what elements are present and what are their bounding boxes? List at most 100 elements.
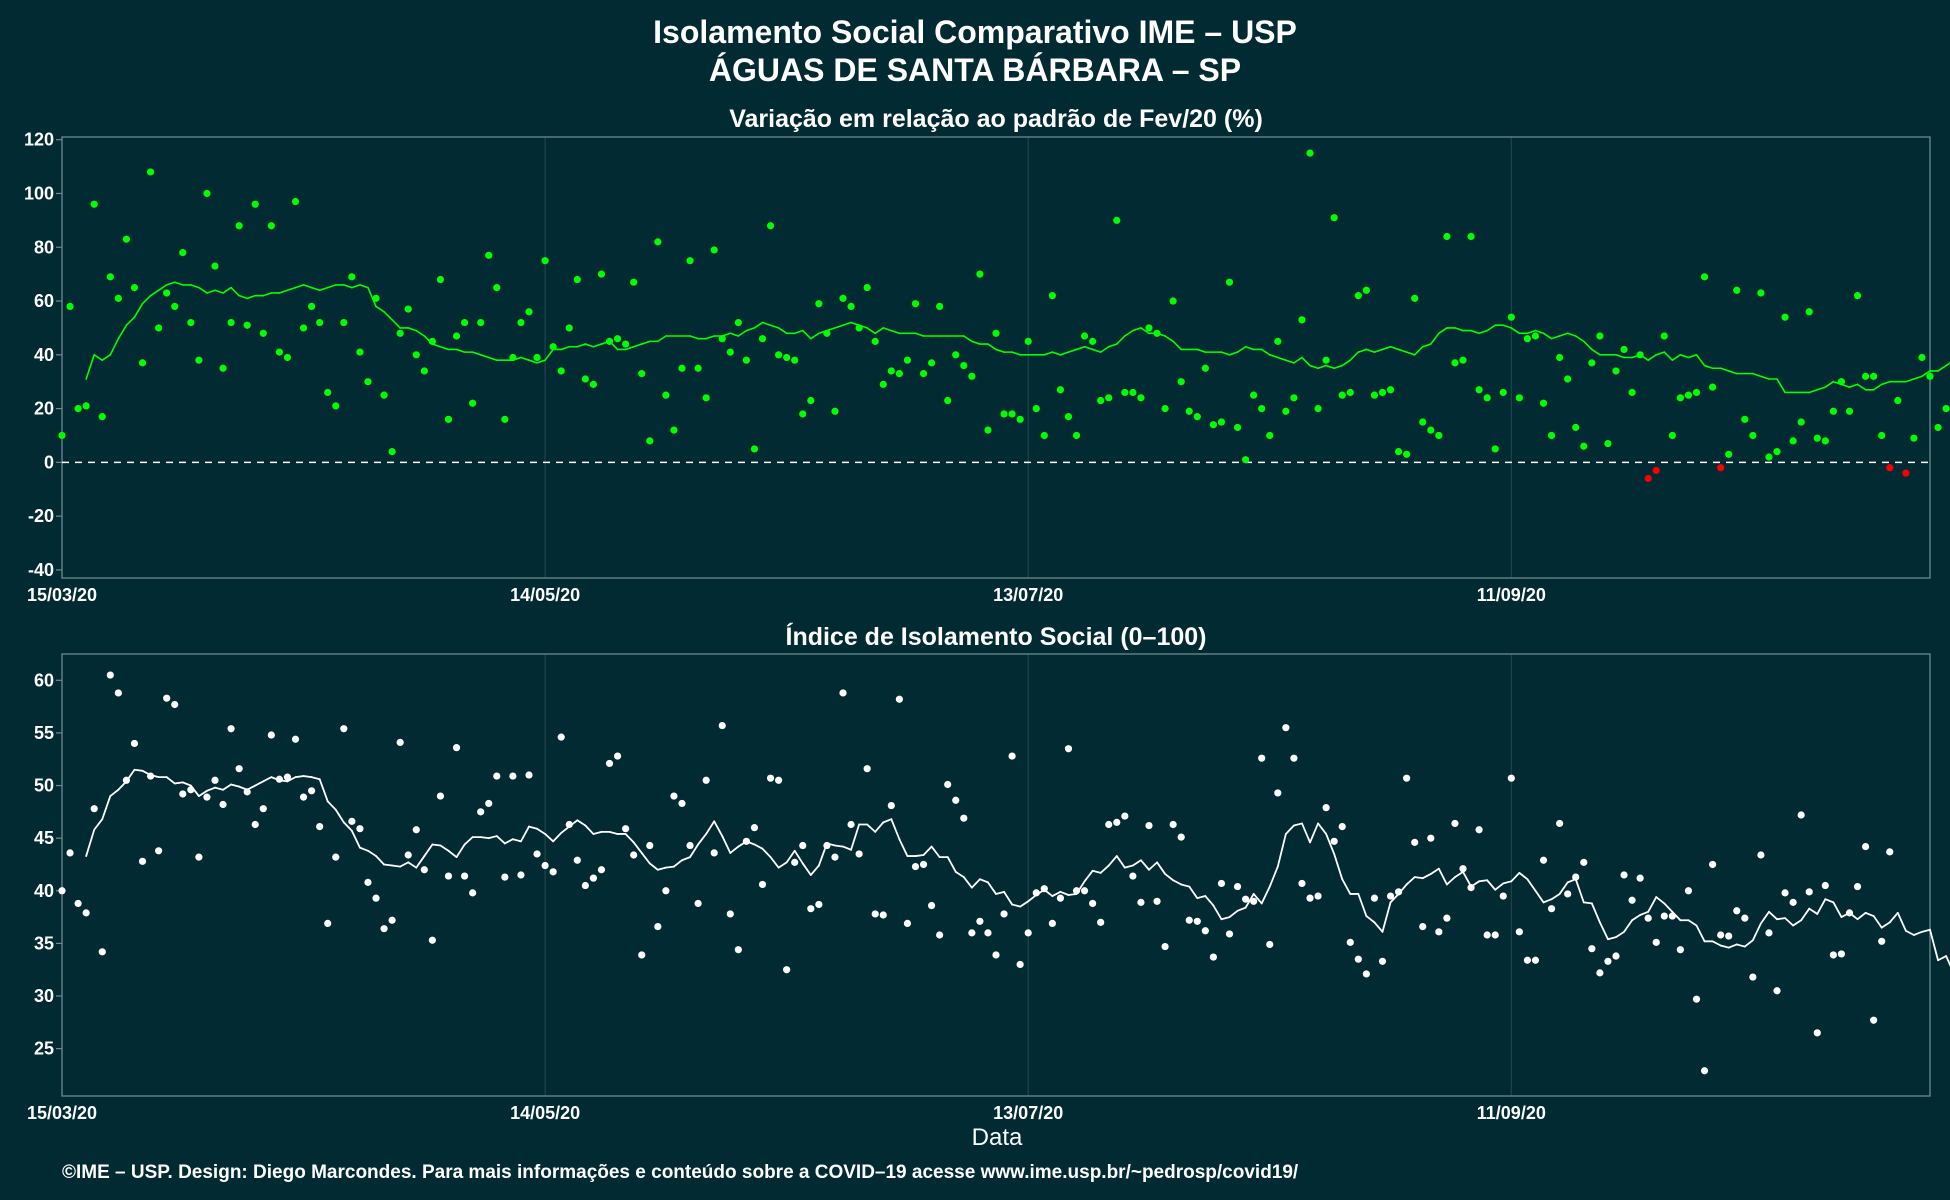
- data-point: [1201, 364, 1209, 372]
- moving-average-segment: [552, 832, 563, 843]
- moving-average-segment: [1663, 351, 1674, 361]
- data-point: [1700, 273, 1709, 281]
- data-point: [1676, 946, 1684, 954]
- moving-average-segment: [1945, 955, 1950, 967]
- y-tick-label: 25: [34, 1039, 54, 1059]
- data-point: [1628, 896, 1636, 904]
- data-point: [903, 356, 912, 364]
- data-point: [171, 700, 179, 709]
- data-point: [549, 343, 557, 351]
- data-point: [911, 300, 920, 308]
- data-point: [428, 936, 436, 944]
- data-point: [895, 370, 903, 378]
- data-point: [1870, 1016, 1878, 1024]
- data-point: [436, 275, 445, 284]
- data-point: [960, 361, 968, 370]
- moving-average-segment: [1647, 896, 1658, 913]
- moving-average-segment: [995, 348, 1005, 353]
- data-point: [1797, 811, 1805, 819]
- moving-average-segment: [1365, 915, 1376, 924]
- data-point: [1725, 450, 1733, 458]
- data-point: [1660, 912, 1668, 920]
- moving-average-segment: [1196, 895, 1207, 900]
- data-point: [332, 853, 340, 861]
- data-point: [1153, 329, 1161, 337]
- moving-average-segment: [1349, 351, 1360, 361]
- data-point: [243, 788, 251, 796]
- moving-average-segment: [1019, 900, 1030, 908]
- data-point: [90, 200, 98, 208]
- moving-average-segment: [1083, 345, 1094, 351]
- moving-average-segment: [769, 856, 780, 869]
- data-point: [1821, 437, 1829, 445]
- moving-average-segment: [1148, 861, 1158, 871]
- variation-panel: Variação em relação ao padrão de Fev/20 …: [24, 105, 1950, 605]
- data-point: [469, 399, 477, 407]
- moving-average-segment: [866, 823, 877, 833]
- data-point: [903, 919, 912, 928]
- data-point: [1676, 394, 1684, 402]
- data-point: [960, 814, 968, 822]
- data-point: [501, 415, 509, 423]
- data-point: [380, 391, 388, 399]
- data-point: [1233, 423, 1242, 432]
- data-point: [839, 689, 847, 697]
- moving-average-segment: [326, 284, 337, 289]
- data-point: [630, 851, 638, 859]
- data-point: [235, 222, 243, 230]
- data-point: [750, 445, 759, 453]
- data-point: [404, 305, 412, 313]
- moving-average-segment: [415, 329, 426, 337]
- data-point: [549, 868, 557, 876]
- data-point: [1596, 969, 1604, 977]
- data-point: [1048, 919, 1056, 928]
- moving-average-segment: [528, 359, 538, 364]
- data-point: [1113, 216, 1121, 224]
- data-point: [1507, 313, 1515, 321]
- data-point: [1725, 932, 1733, 940]
- data-point: [807, 396, 815, 405]
- data-point: [460, 318, 469, 327]
- data-point: [702, 776, 710, 784]
- panel-title: Índice de Isolamento Social (0–100): [786, 622, 1207, 651]
- data-point: [638, 370, 646, 378]
- moving-average-segment: [1172, 340, 1182, 351]
- x-tick-label: 15/03/20: [27, 585, 97, 605]
- data-point: [952, 351, 960, 359]
- data-point: [1636, 351, 1644, 359]
- moving-average-segment: [133, 302, 144, 318]
- data-point: [1483, 931, 1491, 939]
- x-tick-label: 15/03/20: [27, 1103, 97, 1123]
- data-point: [308, 302, 316, 311]
- moving-average-segment: [560, 345, 571, 351]
- data-point: [1491, 931, 1499, 939]
- moving-average-segment: [1131, 859, 1142, 867]
- moving-average-segment: [1115, 855, 1126, 869]
- data-point: [485, 251, 493, 259]
- data-point: [565, 820, 573, 829]
- moving-average-segment: [326, 800, 337, 811]
- data-point: [557, 733, 565, 741]
- moving-average-segment: [1800, 907, 1811, 922]
- data-point: [597, 866, 606, 874]
- data-point: [911, 862, 920, 871]
- moving-average-segment: [1655, 896, 1666, 905]
- data-point: [283, 773, 292, 781]
- data-point: [734, 318, 742, 327]
- moving-average-segment: [399, 861, 410, 868]
- data-point: [1394, 888, 1403, 896]
- data-point: [501, 873, 509, 881]
- data-point: [1217, 418, 1226, 426]
- moving-average-segment: [149, 289, 160, 297]
- data-point: [1620, 871, 1628, 879]
- data-point: [1250, 897, 1258, 905]
- moving-average-segment: [930, 845, 941, 859]
- moving-average-segment: [439, 345, 450, 351]
- moving-average-segment: [842, 321, 852, 327]
- moving-average-segment: [954, 870, 965, 879]
- moving-average-segment: [375, 855, 385, 866]
- data-point: [1451, 819, 1459, 828]
- data-point: [1829, 951, 1837, 959]
- moving-average-segment: [1284, 824, 1295, 835]
- y-tick-label: 40: [34, 881, 54, 901]
